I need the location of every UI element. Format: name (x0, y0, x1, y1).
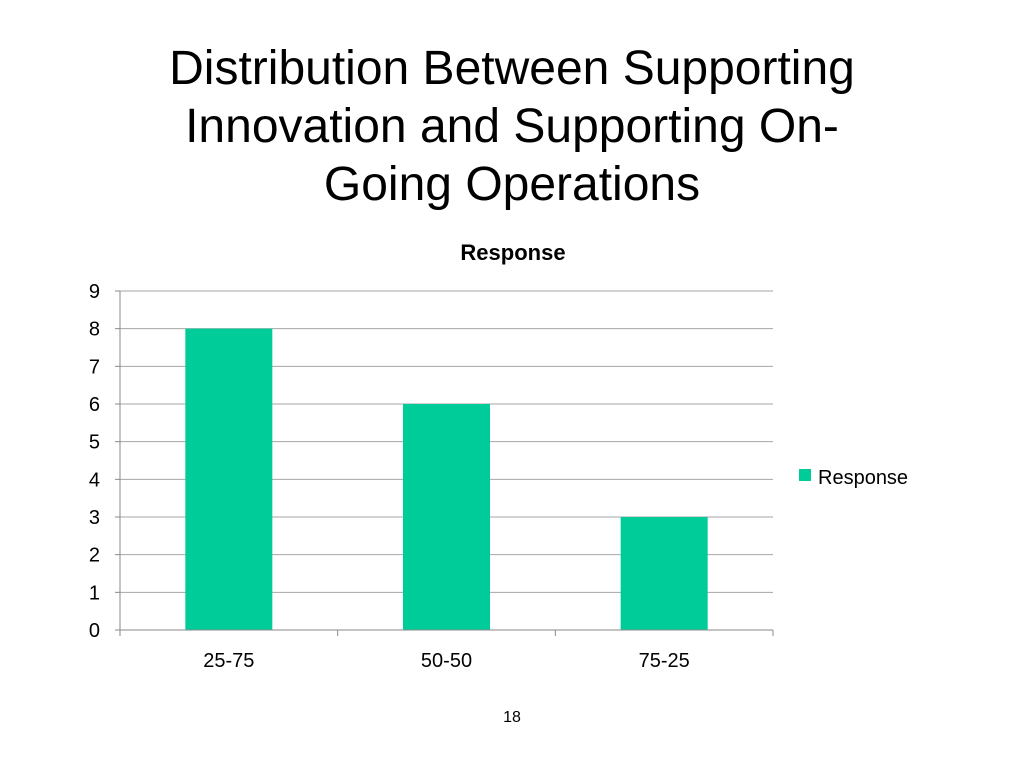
x-tick-label: 50-50 (421, 650, 472, 672)
legend: Response (799, 467, 908, 489)
bar (185, 328, 273, 630)
y-tick-label: 1 (89, 582, 100, 604)
x-tick-label: 75-25 (639, 650, 690, 672)
y-tick-label: 7 (89, 356, 100, 378)
legend-label: Response (818, 467, 908, 489)
axes: 0 1 2 3 4 5 6 7 8 9 25-75 50-50 75-25 (89, 281, 774, 672)
page-number: 18 (503, 709, 521, 726)
chart-title: Response (460, 240, 565, 265)
bars (185, 328, 708, 630)
y-tick-label: 0 (89, 620, 100, 642)
slide-title: Distribution Between Supporting Innovati… (60, 40, 964, 214)
y-tick-label: 8 (89, 319, 100, 341)
slide-title-line: Distribution Between Supporting (169, 42, 855, 95)
y-tick-label: 4 (89, 469, 100, 491)
y-tick-label: 3 (89, 507, 100, 529)
x-tick-label: 25-75 (203, 650, 254, 672)
slide-title-line: Innovation and Supporting On- (185, 100, 839, 153)
y-tick-label: 9 (89, 281, 100, 303)
legend-swatch (799, 469, 811, 481)
bar (620, 517, 708, 630)
y-tick-label: 2 (89, 545, 100, 567)
slide-title-line: Going Operations (323, 158, 701, 211)
bar (403, 404, 490, 630)
y-tick-label: 5 (89, 432, 100, 454)
y-tick-label: 6 (89, 394, 100, 416)
